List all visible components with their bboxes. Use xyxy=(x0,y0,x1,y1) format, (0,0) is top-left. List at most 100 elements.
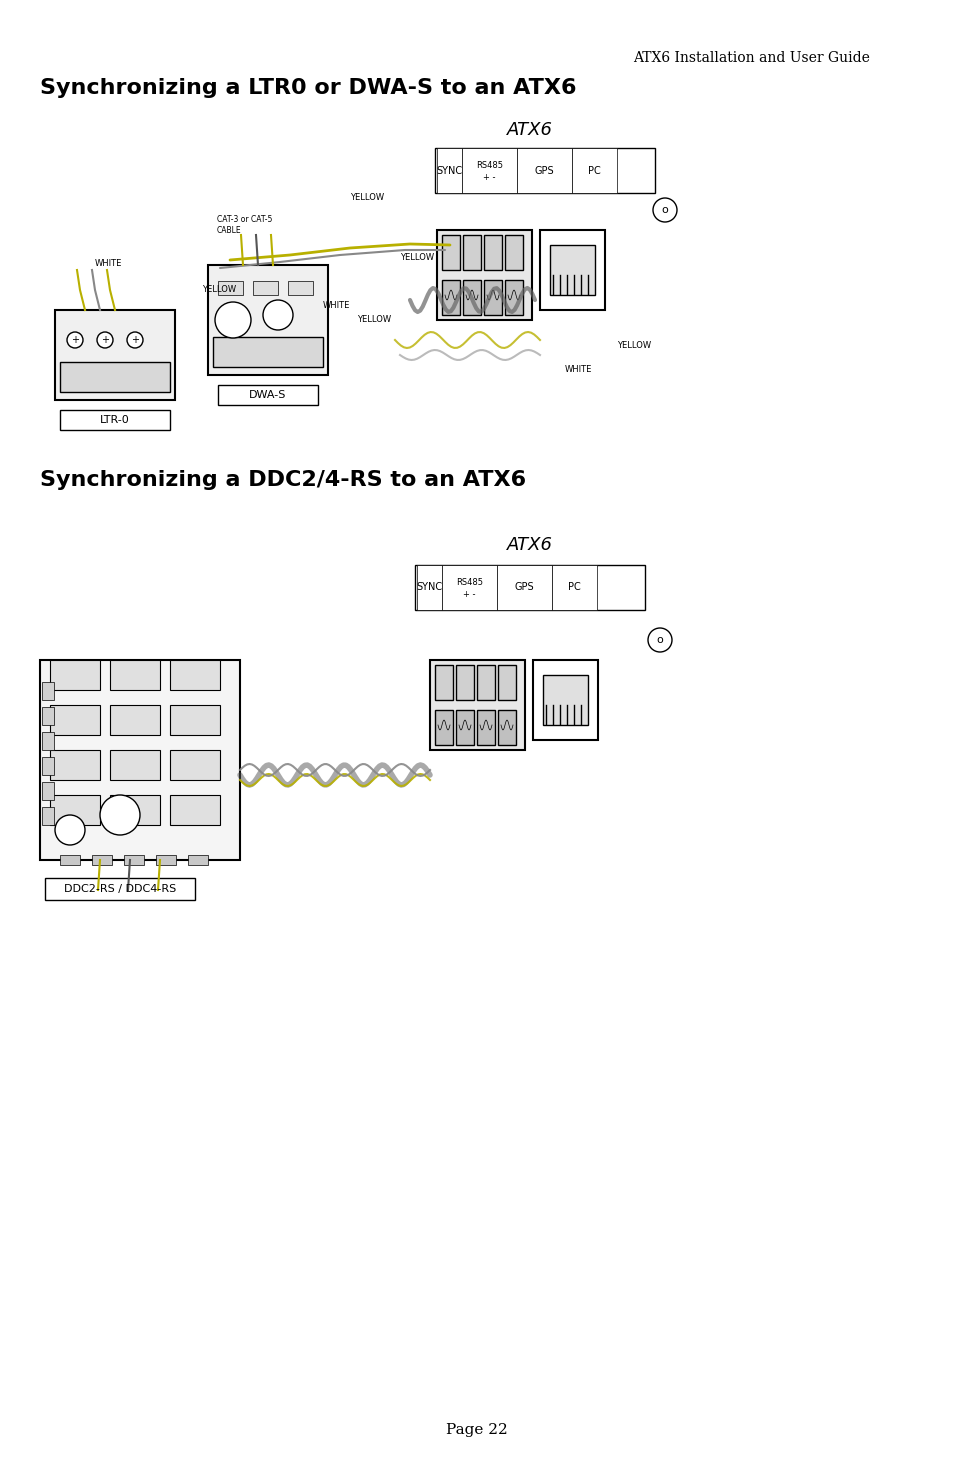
Bar xyxy=(441,235,459,270)
Text: + -: + - xyxy=(483,173,496,181)
Text: YELLOW: YELLOW xyxy=(356,316,391,324)
Bar xyxy=(462,280,480,316)
Bar xyxy=(42,681,54,701)
Bar xyxy=(462,235,480,270)
Text: +: + xyxy=(71,335,79,345)
Bar xyxy=(170,659,220,690)
Bar xyxy=(42,807,54,825)
Bar xyxy=(42,732,54,749)
Text: YELLOW: YELLOW xyxy=(617,341,651,350)
Bar xyxy=(110,705,160,735)
Circle shape xyxy=(55,816,85,845)
Bar xyxy=(497,665,516,701)
Text: o: o xyxy=(656,636,662,645)
Circle shape xyxy=(127,332,143,348)
Text: +: + xyxy=(101,335,109,345)
Bar xyxy=(497,565,552,611)
Bar xyxy=(550,245,595,295)
Circle shape xyxy=(67,332,83,348)
Bar xyxy=(476,665,495,701)
Text: Synchronizing a DDC2/4-RS to an ATX6: Synchronizing a DDC2/4-RS to an ATX6 xyxy=(40,471,525,490)
Bar xyxy=(188,855,208,864)
Text: YELLOW: YELLOW xyxy=(350,193,384,202)
Circle shape xyxy=(647,628,671,652)
Bar xyxy=(50,705,100,735)
Bar xyxy=(156,855,175,864)
Text: WHITE: WHITE xyxy=(564,366,592,375)
Bar xyxy=(416,565,441,611)
Bar xyxy=(42,782,54,799)
Bar xyxy=(572,148,617,193)
Bar xyxy=(253,282,277,295)
Bar xyxy=(42,707,54,726)
Circle shape xyxy=(263,299,293,330)
Bar xyxy=(436,148,461,193)
Bar xyxy=(91,855,112,864)
Text: Synchronizing a LTR0 or DWA-S to an ATX6: Synchronizing a LTR0 or DWA-S to an ATX6 xyxy=(40,78,576,97)
Circle shape xyxy=(652,198,677,223)
FancyBboxPatch shape xyxy=(218,385,317,406)
Text: o: o xyxy=(661,205,668,215)
Text: + -: + - xyxy=(463,590,476,599)
Bar xyxy=(124,855,144,864)
Bar xyxy=(50,795,100,825)
Text: DWA-S: DWA-S xyxy=(249,389,287,400)
Bar xyxy=(436,230,532,320)
Bar xyxy=(110,749,160,780)
FancyBboxPatch shape xyxy=(60,410,170,431)
Bar xyxy=(415,565,644,611)
Bar xyxy=(533,659,598,740)
Bar xyxy=(441,565,497,611)
Bar xyxy=(456,709,474,745)
Text: ATX6: ATX6 xyxy=(506,121,553,139)
Bar xyxy=(504,235,522,270)
Bar xyxy=(110,795,160,825)
Bar xyxy=(170,749,220,780)
Text: PC: PC xyxy=(568,583,580,593)
Bar xyxy=(288,282,313,295)
Bar xyxy=(213,336,323,367)
Bar xyxy=(55,310,174,400)
Text: GPS: GPS xyxy=(534,165,554,176)
Text: Page 22: Page 22 xyxy=(446,1423,507,1437)
Circle shape xyxy=(97,332,112,348)
Text: RS485: RS485 xyxy=(456,578,482,587)
Text: YELLOW: YELLOW xyxy=(399,254,434,263)
Text: CAT-3 or CAT-5
CABLE: CAT-3 or CAT-5 CABLE xyxy=(216,215,273,235)
Bar xyxy=(60,361,170,392)
Text: PC: PC xyxy=(587,165,600,176)
Bar xyxy=(40,659,240,860)
Bar xyxy=(456,665,474,701)
Bar xyxy=(539,230,604,310)
Bar xyxy=(542,676,587,726)
Bar xyxy=(435,709,453,745)
Text: DDC2-RS / DDC4-RS: DDC2-RS / DDC4-RS xyxy=(64,884,176,894)
Bar xyxy=(441,280,459,316)
Bar xyxy=(497,709,516,745)
Bar xyxy=(435,148,655,193)
FancyBboxPatch shape xyxy=(45,878,194,900)
Bar xyxy=(42,757,54,774)
Bar xyxy=(435,665,453,701)
Bar xyxy=(517,148,572,193)
Text: WHITE: WHITE xyxy=(95,258,122,267)
Circle shape xyxy=(100,795,140,835)
Bar xyxy=(483,235,501,270)
Bar xyxy=(483,280,501,316)
Bar xyxy=(50,749,100,780)
Bar xyxy=(218,282,243,295)
Bar xyxy=(552,565,597,611)
Bar xyxy=(461,148,517,193)
Bar xyxy=(170,795,220,825)
Bar xyxy=(504,280,522,316)
Text: SYNC: SYNC xyxy=(436,165,462,176)
Text: RS485: RS485 xyxy=(476,161,502,170)
Text: LTR-0: LTR-0 xyxy=(100,414,130,425)
Bar xyxy=(170,705,220,735)
Bar xyxy=(430,659,524,749)
Text: YELLOW: YELLOW xyxy=(202,286,236,295)
Text: ATX6: ATX6 xyxy=(506,535,553,555)
Text: SYNC: SYNC xyxy=(416,583,442,593)
Text: +: + xyxy=(131,335,139,345)
Text: WHITE: WHITE xyxy=(323,301,350,310)
